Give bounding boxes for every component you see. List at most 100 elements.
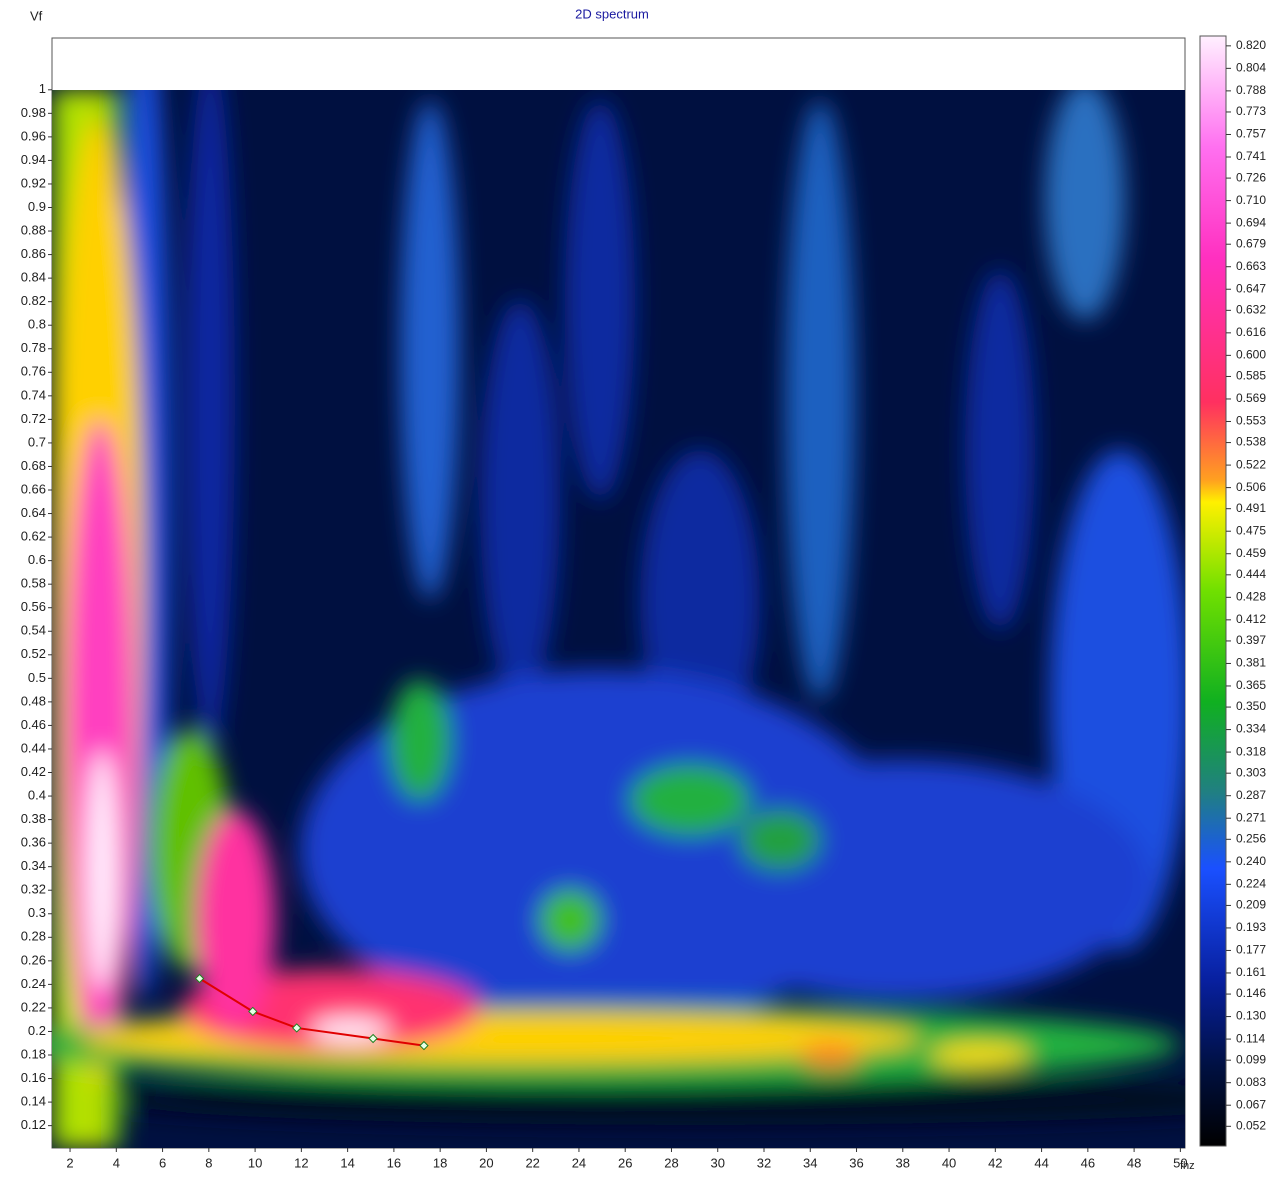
colorbar-tick-label: 0.600 xyxy=(1236,348,1266,362)
colorbar xyxy=(1199,35,1227,1147)
x-tick-label: 44 xyxy=(1034,1155,1048,1170)
x-tick-label: 12 xyxy=(294,1155,308,1170)
x-tick-label: 8 xyxy=(205,1155,212,1170)
colorbar-tick-label: 0.334 xyxy=(1236,722,1266,736)
colorbar-tick-label: 0.553 xyxy=(1236,414,1266,428)
x-tick-label: 46 xyxy=(1081,1155,1095,1170)
x-tick-label: 32 xyxy=(757,1155,771,1170)
colorbar-tick-label: 0.647 xyxy=(1236,281,1266,295)
y-tick-label: 0.32 xyxy=(21,882,46,897)
colorbar-tick-label: 0.616 xyxy=(1236,325,1266,339)
colorbar-tick-label: 0.726 xyxy=(1236,170,1266,184)
colorbar-tick-label: 0.365 xyxy=(1236,678,1266,692)
y-tick-label: 0.82 xyxy=(21,293,46,308)
y-tick-label: 0.92 xyxy=(21,175,46,190)
colorbar-tick-label: 0.193 xyxy=(1236,920,1266,934)
y-tick-label: 0.74 xyxy=(21,387,46,402)
x-tick-label: 28 xyxy=(664,1155,678,1170)
colorbar-tick-label: 0.318 xyxy=(1236,744,1266,758)
colorbar-tick-label: 0.428 xyxy=(1236,590,1266,604)
x-tick-label: 4 xyxy=(113,1155,120,1170)
colorbar-tick-label: 0.271 xyxy=(1236,810,1266,824)
y-tick-label: 0.12 xyxy=(21,1117,46,1132)
y-tick-label: 0.8 xyxy=(28,317,46,332)
x-tick-label: 22 xyxy=(525,1155,539,1170)
colorbar-tick-label: 0.083 xyxy=(1236,1075,1266,1089)
y-tick-label: 0.26 xyxy=(21,952,46,967)
colorbar-tick-label: 0.663 xyxy=(1236,259,1266,273)
y-tick-label: 0.68 xyxy=(21,458,46,473)
y-tick-label: 0.3 xyxy=(28,905,46,920)
colorbar-tick-label: 0.804 xyxy=(1236,61,1266,75)
y-tick-label: 0.6 xyxy=(28,552,46,567)
x-axis-label: fhz xyxy=(1180,1160,1195,1172)
colorbar-tick-label: 0.632 xyxy=(1236,303,1266,317)
x-tick-label: 34 xyxy=(803,1155,817,1170)
colorbar-tick-label: 0.788 xyxy=(1236,83,1266,97)
y-tick-label: 0.5 xyxy=(28,670,46,685)
y-tick-label: 0.34 xyxy=(21,858,46,873)
y-tick-label: 0.24 xyxy=(21,976,46,991)
colorbar-tick-label: 0.287 xyxy=(1236,788,1266,802)
colorbar-tick-label: 0.177 xyxy=(1236,943,1266,957)
x-tick-label: 16 xyxy=(387,1155,401,1170)
y-tick-label: 0.46 xyxy=(21,717,46,732)
y-tick-label: 0.22 xyxy=(21,999,46,1014)
y-tick-label: 0.9 xyxy=(28,199,46,214)
colorbar-tick-label: 0.412 xyxy=(1236,612,1266,626)
colorbar-tick-label: 0.146 xyxy=(1236,986,1266,1000)
y-tick-label: 0.16 xyxy=(21,1070,46,1085)
colorbar-tick-label: 0.820 xyxy=(1236,38,1266,52)
x-tick-label: 40 xyxy=(942,1155,956,1170)
colorbar-tick-label: 0.052 xyxy=(1236,1118,1266,1132)
colorbar-tick-label: 0.585 xyxy=(1236,369,1266,383)
colorbar-tick-label: 0.522 xyxy=(1236,457,1266,471)
colorbar-tick-label: 0.099 xyxy=(1236,1052,1266,1066)
x-tick-label: 18 xyxy=(433,1155,447,1170)
x-tick-label: 26 xyxy=(618,1155,632,1170)
x-tick-label: 20 xyxy=(479,1155,493,1170)
colorbar-tick-label: 0.209 xyxy=(1236,898,1266,912)
y-tick-label: 0.78 xyxy=(21,340,46,355)
y-tick-label: 0.64 xyxy=(21,505,46,520)
colorbar-tick-label: 0.538 xyxy=(1236,435,1266,449)
point xyxy=(419,1040,429,1051)
colorbar-tick-label: 0.397 xyxy=(1236,633,1266,647)
y-tick-label: 0.96 xyxy=(21,128,46,143)
colorbar-tick-label: 0.240 xyxy=(1236,854,1266,868)
colorbar-tick-label: 0.350 xyxy=(1236,699,1266,713)
colorbar-tick-label: 0.694 xyxy=(1236,215,1266,229)
colorbar-tick-label: 0.506 xyxy=(1236,480,1266,494)
colorbar-tick-label: 0.444 xyxy=(1236,567,1266,581)
y-tick-label: 0.56 xyxy=(21,599,46,614)
colorbar-tick-label: 0.710 xyxy=(1236,193,1266,207)
colorbar-tick-label: 0.381 xyxy=(1236,656,1266,670)
y-tick-label: 0.38 xyxy=(21,811,46,826)
y-tick-label: 0.98 xyxy=(21,105,46,120)
colorbar-tick-label: 0.114 xyxy=(1236,1031,1265,1045)
colorbar-tick-label: 0.741 xyxy=(1236,149,1266,163)
point xyxy=(368,1033,378,1044)
x-tick-label: 42 xyxy=(988,1155,1002,1170)
colorbar-tick-label: 0.773 xyxy=(1236,104,1266,118)
x-tick-label: 30 xyxy=(711,1155,725,1170)
colorbar-tick-label: 0.067 xyxy=(1236,1097,1266,1111)
y-tick-label: 0.94 xyxy=(21,152,46,167)
x-tick-label: 10 xyxy=(248,1155,262,1170)
y-tick-label: 0.52 xyxy=(21,646,46,661)
y-tick-label: 0.72 xyxy=(21,411,46,426)
colorbar-tick-label: 0.459 xyxy=(1236,546,1266,560)
y-tick-label: 0.86 xyxy=(21,246,46,261)
colorbar-tick-label: 0.256 xyxy=(1236,831,1266,845)
y-tick-label: 0.14 xyxy=(21,1094,46,1109)
x-tick-label: 38 xyxy=(896,1155,910,1170)
point xyxy=(248,1006,258,1017)
colorbar-tick-label: 0.161 xyxy=(1236,965,1266,979)
y-tick-label: 1 xyxy=(39,81,46,96)
y-tick-label: 0.36 xyxy=(21,835,46,850)
point xyxy=(292,1023,302,1033)
y-tick-label: 0.18 xyxy=(21,1046,46,1061)
x-tick-label: 36 xyxy=(849,1155,863,1170)
chart-title: 2D spectrum xyxy=(575,6,649,21)
